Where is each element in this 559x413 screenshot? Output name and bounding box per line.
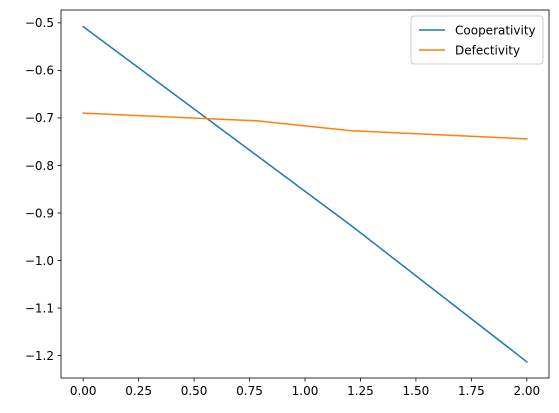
x-tick-label: 1.25 [347, 384, 374, 398]
x-tick-label: 0.75 [236, 384, 263, 398]
legend-box [410, 15, 544, 65]
legend-label-defectivity: Defectivity [455, 43, 520, 57]
legend-label-cooperativity: Cooperativity [455, 23, 536, 37]
y-tick-label: −0.6 [25, 64, 54, 78]
series-line-cooperativity [82, 25, 528, 363]
y-tick-label: −0.9 [25, 206, 54, 220]
x-tick-label: 2.00 [513, 384, 540, 398]
y-axis: −0.5 −0.6 −0.7 −0.8 −0.9 −1.0 −1.1 −1.2 [25, 16, 61, 363]
y-tick-label: −0.5 [25, 16, 54, 30]
series-line-defectivity [82, 112, 528, 140]
x-tick-label: 1.75 [458, 384, 485, 398]
y-tick-label: −1.1 [25, 301, 54, 315]
x-tick-label: 1.50 [403, 384, 430, 398]
y-tick-label: −1.2 [25, 349, 54, 363]
x-tick-label: 0.00 [70, 384, 97, 398]
legend: Cooperativity Defectivity [410, 15, 544, 65]
x-tick-label: 1.00 [292, 384, 319, 398]
y-tick-label: −0.7 [25, 111, 54, 125]
series-layer [82, 25, 528, 363]
y-tick-label: −0.8 [25, 159, 54, 173]
x-tick-label: 0.50 [181, 384, 208, 398]
y-tick-label: −1.0 [25, 254, 54, 268]
x-axis: 0.00 0.25 0.50 0.75 1.00 1.25 1.50 1.75 2.00 [70, 378, 540, 398]
x-tick-label: 0.25 [125, 384, 152, 398]
